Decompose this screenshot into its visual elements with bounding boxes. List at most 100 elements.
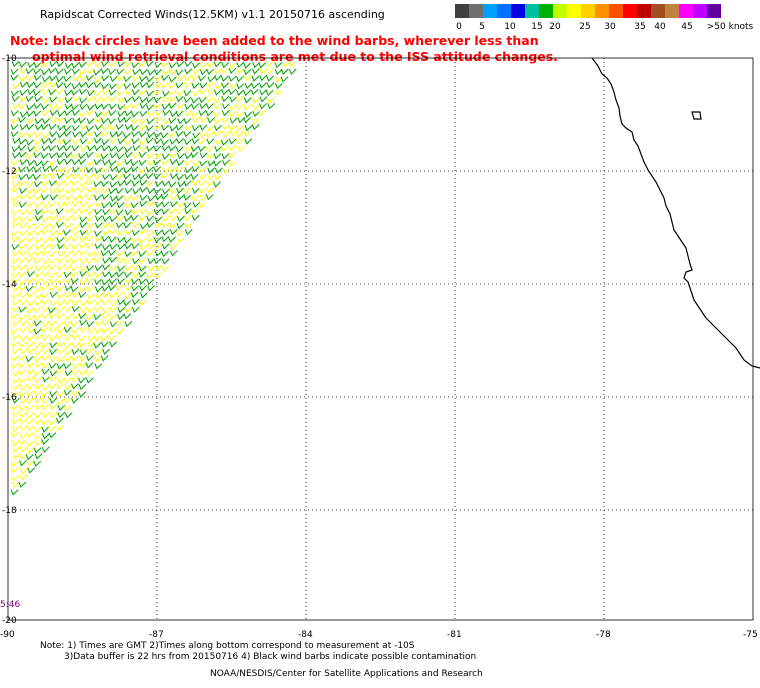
wind-barb [86, 193, 94, 200]
wind-barb [18, 237, 27, 244]
wind-barb [64, 412, 73, 419]
wind-barb [168, 145, 177, 152]
wind-barb [161, 74, 170, 82]
wind-barb [64, 103, 73, 110]
wind-barb [26, 390, 35, 397]
wind-barb [56, 187, 65, 194]
longitude-label: -87 [149, 630, 164, 640]
wind-barb [55, 76, 64, 83]
wind-barb [48, 123, 57, 131]
wind-barb [139, 194, 148, 201]
wind-barb [71, 348, 80, 356]
wind-barb [132, 188, 141, 195]
wind-barb [93, 69, 102, 76]
wind-barb [79, 270, 88, 278]
wind-barb [108, 249, 117, 257]
wind-barb [153, 116, 162, 123]
wind-barb [70, 355, 79, 362]
latitude-label: -12 [2, 167, 17, 177]
wind-barb [131, 89, 140, 96]
scale-swatch [539, 4, 553, 18]
wind-barb [33, 447, 42, 454]
longitude-label: -90 [0, 630, 15, 640]
wind-barb [18, 369, 27, 376]
wind-barb [108, 118, 116, 125]
wind-barb [138, 271, 147, 278]
wind-barb [12, 333, 21, 341]
wind-barb [109, 243, 118, 251]
wind-barb [116, 271, 124, 278]
wind-barb [64, 158, 73, 165]
wind-barb [162, 188, 170, 195]
wind-barb [228, 144, 237, 152]
wind-barb [19, 230, 27, 237]
wind-barb [131, 230, 140, 237]
wind-barb [138, 257, 147, 264]
wind-barb [175, 146, 184, 153]
wind-barb [132, 263, 140, 271]
wind-barb [33, 62, 42, 69]
wind-barb [41, 313, 50, 320]
wind-barb [259, 96, 268, 103]
wind-barb [49, 355, 58, 363]
wind-barb [229, 117, 238, 124]
wind-barb [169, 222, 177, 229]
wind-barb [12, 152, 20, 159]
wind-barb [33, 146, 42, 153]
wind-barb [49, 75, 57, 82]
wind-barb [131, 285, 139, 292]
wind-barb [72, 194, 81, 201]
wind-barb [160, 132, 169, 139]
wind-barb [49, 279, 58, 286]
scale-labels: 0 5 10 15 20 25 30 35 40 45 >50 knots [455, 22, 753, 34]
wind-barb [10, 312, 19, 320]
wind-barb [11, 118, 19, 125]
wind-barb [79, 88, 87, 95]
attitude-note: Note: black circles have been added to t… [10, 33, 570, 65]
wind-barb [244, 74, 252, 82]
wind-barb [146, 76, 155, 83]
wind-barb [146, 221, 155, 229]
wind-barb [79, 349, 88, 356]
wind-barb [154, 82, 163, 89]
wind-barb [243, 90, 252, 97]
scale-swatch [511, 4, 525, 18]
wind-barb [190, 151, 199, 159]
wind-barb [72, 75, 81, 82]
wind-barb [274, 89, 283, 96]
wind-barb [162, 90, 171, 97]
wind-barb [85, 314, 94, 321]
wind-barb [26, 229, 35, 237]
wind-barb [25, 181, 34, 188]
wind-barb [102, 307, 110, 314]
wind-barb [48, 160, 57, 167]
wind-barb [117, 313, 125, 320]
wind-barb [116, 328, 125, 335]
wind-barb [63, 298, 72, 306]
wind-barb [70, 265, 79, 272]
wind-barb [198, 75, 206, 82]
wind-barb [41, 411, 50, 418]
wind-barb [123, 173, 131, 180]
wind-barb [252, 110, 261, 118]
wind-barb [280, 68, 289, 75]
wind-barb [198, 187, 207, 195]
wind-barb [64, 222, 72, 229]
wind-barb [42, 258, 51, 265]
wind-barb [109, 208, 118, 215]
wind-barb [18, 243, 27, 250]
wind-barb [64, 277, 73, 285]
wind-barb [130, 166, 139, 173]
wind-barb [115, 320, 124, 327]
wind-barb [161, 153, 170, 160]
wind-barb [40, 419, 49, 426]
wind-barb [213, 124, 222, 132]
wind-barb [85, 82, 94, 89]
wind-barb [18, 439, 27, 446]
wind-barb [78, 249, 87, 256]
wind-barb [18, 174, 27, 181]
wind-barb [147, 265, 156, 272]
wind-barb [49, 349, 58, 356]
wind-barb [79, 75, 88, 82]
wind-barb [19, 418, 28, 425]
